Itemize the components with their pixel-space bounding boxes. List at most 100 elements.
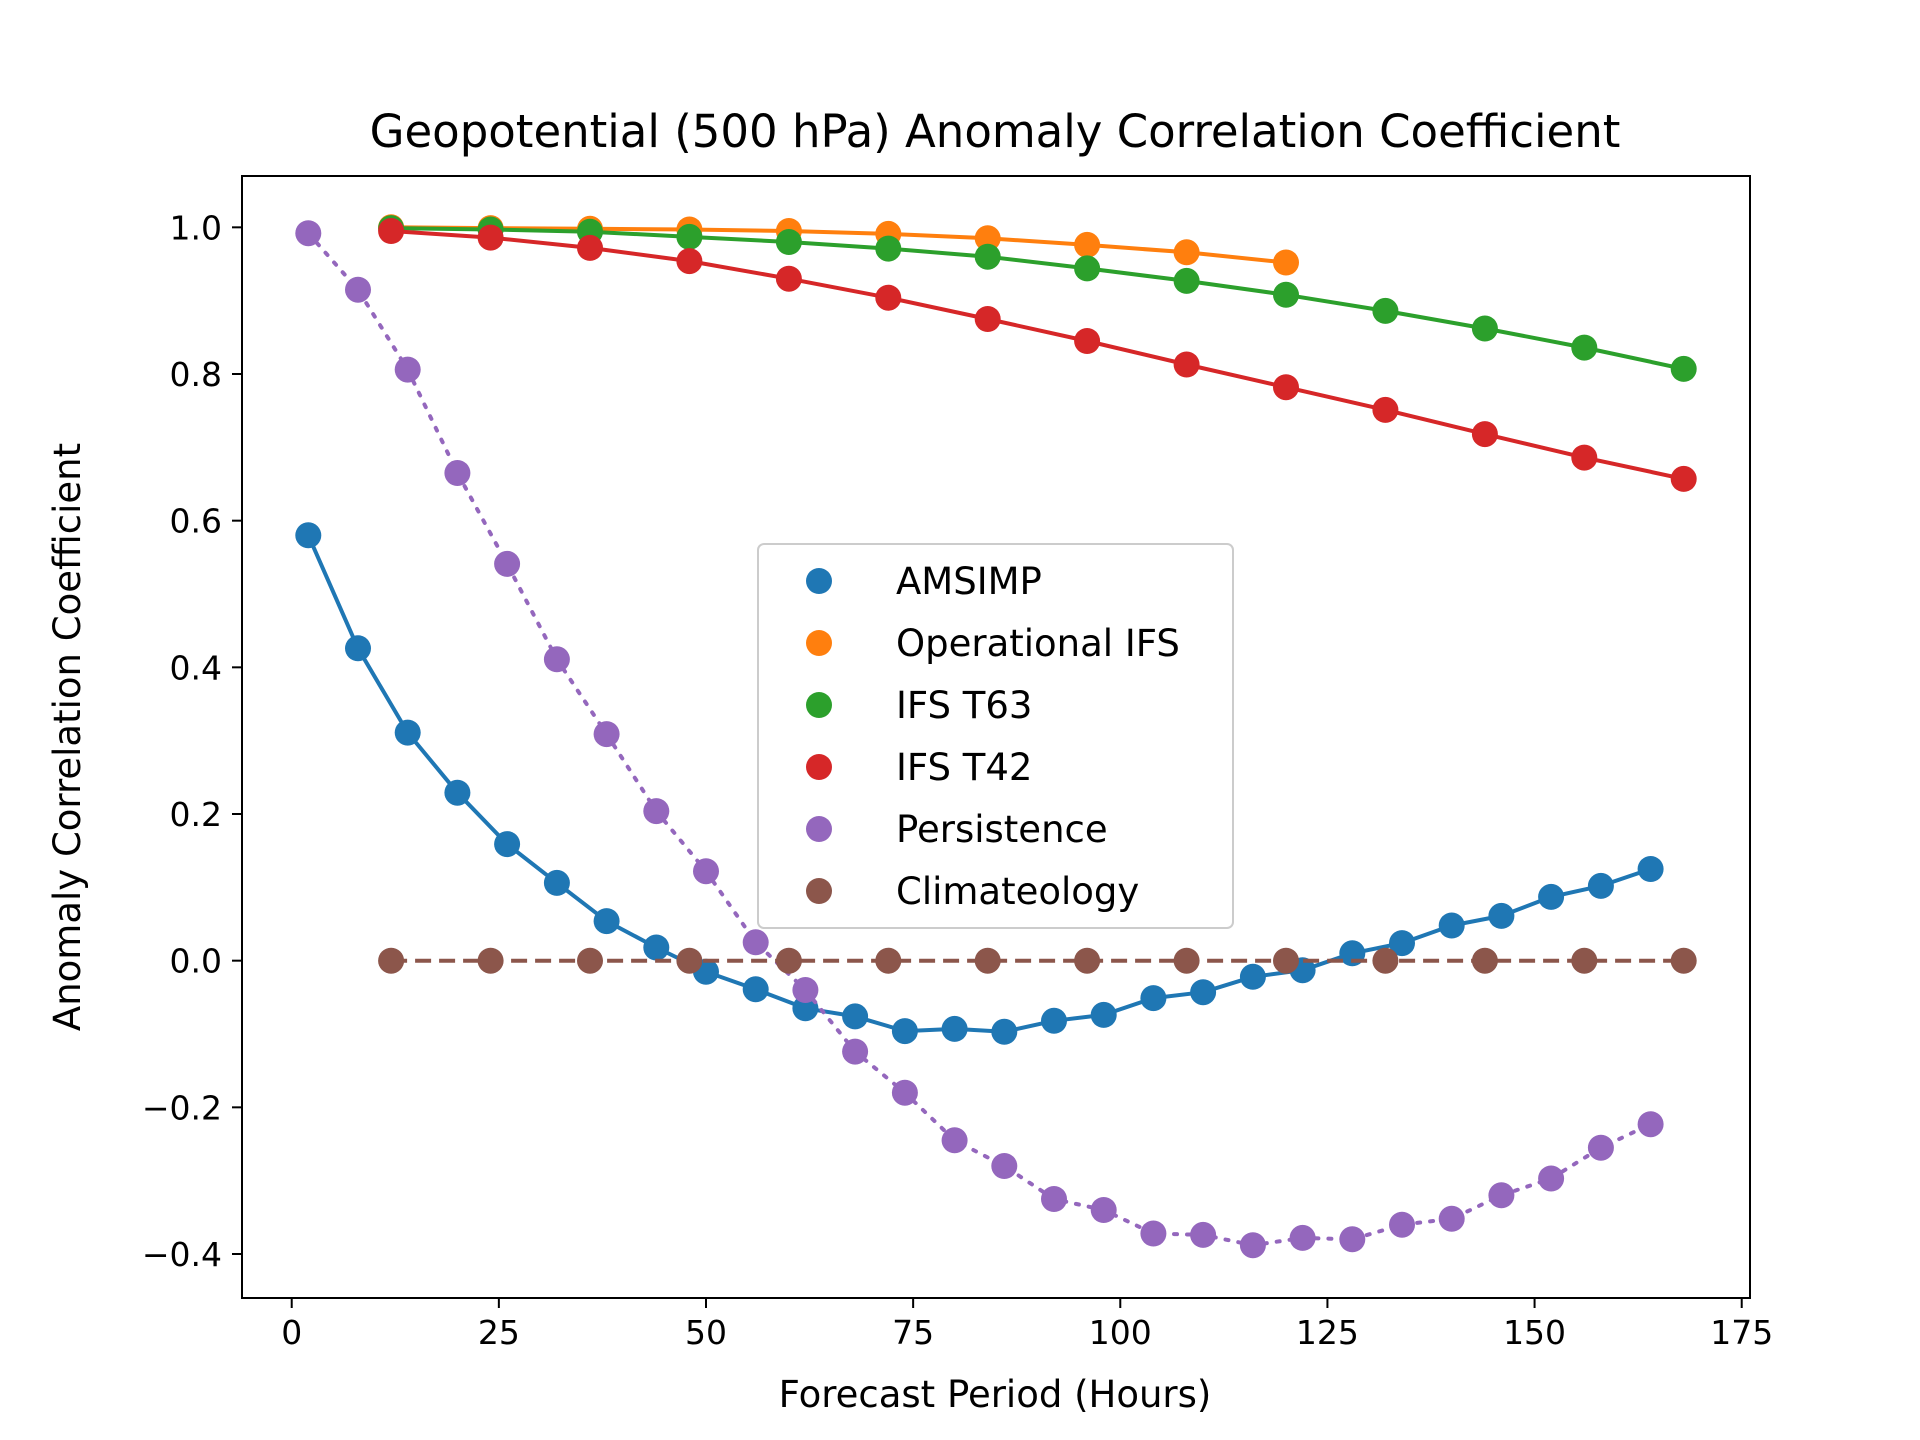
data-point <box>1438 1205 1465 1232</box>
data-point <box>345 635 371 662</box>
data-point <box>1587 872 1614 899</box>
data-point <box>394 356 421 383</box>
data-point <box>1471 947 1498 974</box>
data-point <box>1571 947 1598 974</box>
series-layer <box>295 214 1697 1259</box>
data-point <box>1074 231 1101 258</box>
legend-item-operational-ifs: Operational IFS <box>806 622 1180 665</box>
legend-marker <box>806 692 832 718</box>
data-point <box>378 947 405 974</box>
data-point <box>941 1127 968 1154</box>
data-point <box>577 947 603 974</box>
data-point <box>891 1079 918 1106</box>
x-tick-label: 150 <box>1503 1313 1566 1352</box>
data-point <box>775 229 802 255</box>
legend-marker <box>806 568 832 594</box>
data-point <box>1239 1232 1266 1259</box>
data-point <box>477 947 504 974</box>
series-persistence <box>295 220 1664 1259</box>
y-tick-label: −0.4 <box>142 1235 222 1274</box>
legend-item-ifs-t42: IFS T42 <box>806 746 1032 789</box>
data-point <box>643 798 670 825</box>
data-point <box>1389 1211 1415 1238</box>
data-point <box>593 908 620 935</box>
legend-label: Persistence <box>896 808 1108 851</box>
data-point <box>1173 239 1200 266</box>
axes-frame <box>241 175 1751 1299</box>
data-point <box>1571 444 1598 471</box>
data-point <box>1637 1111 1664 1138</box>
data-point <box>1041 1007 1067 1034</box>
data-point <box>941 1015 968 1042</box>
y-tick-label: 0.2 <box>170 795 222 834</box>
data-point <box>345 276 371 303</box>
series-line <box>306 231 1653 1248</box>
data-point <box>742 929 769 956</box>
legend-marker <box>806 754 832 780</box>
legend-marker <box>806 878 832 904</box>
data-point <box>1339 1226 1366 1253</box>
data-point <box>1289 1224 1316 1251</box>
data-point <box>991 1153 1018 1179</box>
legend-marker <box>806 630 832 656</box>
y-tick-label: 0.4 <box>170 648 222 687</box>
data-point <box>775 265 802 292</box>
data-point <box>1637 856 1664 882</box>
data-point <box>1173 267 1200 294</box>
legend-item-persistence: Persistence <box>806 808 1108 851</box>
data-point <box>792 977 819 1003</box>
x-tick-label: 100 <box>1089 1313 1152 1352</box>
x-axis-label: Forecast Period (Hours) <box>779 1373 1212 1416</box>
data-point <box>1538 1165 1565 1192</box>
data-point <box>875 284 902 311</box>
legend-item-amsimp: AMSIMP <box>806 560 1042 603</box>
data-point <box>1173 947 1200 974</box>
data-point <box>1090 1001 1117 1028</box>
y-axis-label: Anomaly Correlation Coefficient <box>46 443 89 1031</box>
data-point <box>1488 1182 1515 1209</box>
data-point <box>974 243 1001 270</box>
data-point <box>394 719 421 746</box>
data-point <box>1273 281 1299 308</box>
data-point <box>1074 255 1101 282</box>
data-point <box>974 947 1001 974</box>
data-point <box>1140 985 1167 1012</box>
data-point <box>1372 297 1399 324</box>
data-point <box>1438 912 1465 939</box>
data-point <box>1239 963 1266 990</box>
legend-marker <box>806 816 832 842</box>
data-point <box>676 248 703 275</box>
data-point <box>991 1018 1018 1045</box>
x-tick-label: 0 <box>281 1313 302 1352</box>
data-point <box>676 947 703 974</box>
legend-label: Operational IFS <box>896 622 1180 665</box>
data-point <box>1587 1134 1614 1161</box>
data-point <box>1471 421 1498 448</box>
data-point <box>444 460 471 486</box>
data-point <box>1273 249 1299 276</box>
data-point <box>477 224 504 251</box>
x-tick-label: 75 <box>892 1313 934 1352</box>
data-point <box>295 220 322 247</box>
data-point <box>1571 334 1598 361</box>
y-tick-label: −0.2 <box>142 1088 222 1127</box>
data-point <box>1190 979 1217 1006</box>
data-point <box>543 869 570 896</box>
data-point <box>1670 947 1697 974</box>
data-point <box>1372 947 1399 974</box>
data-point <box>974 306 1001 332</box>
data-point <box>577 234 603 261</box>
series-line <box>389 229 1686 481</box>
data-point <box>378 218 405 244</box>
series-line <box>389 226 1686 371</box>
legend-label: IFS T42 <box>896 746 1032 789</box>
legend-item-climateology: Climateology <box>806 870 1139 913</box>
data-point <box>1140 1220 1167 1247</box>
legend-label: IFS T63 <box>896 684 1032 727</box>
chart-title: Geopotential (500 hPa) Anomaly Correlati… <box>370 105 1621 158</box>
x-axis: 0 25 50 75 100 125 150 175 <box>281 1298 1773 1352</box>
data-point <box>1488 902 1515 929</box>
data-point <box>494 831 521 858</box>
data-point <box>842 1003 869 1030</box>
data-point <box>842 1038 869 1065</box>
